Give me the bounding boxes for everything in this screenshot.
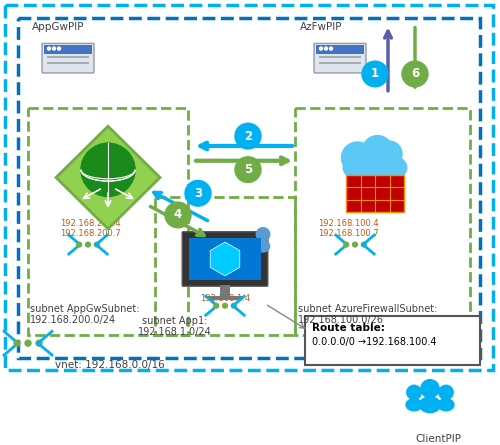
Circle shape [222, 303, 228, 308]
Bar [28, 109, 188, 335]
Circle shape [52, 47, 56, 50]
Bar [346, 175, 404, 212]
Circle shape [185, 181, 211, 206]
Bar [319, 62, 361, 64]
Circle shape [94, 242, 99, 247]
Ellipse shape [406, 399, 422, 411]
Circle shape [438, 385, 453, 400]
Text: AppGwPIP: AppGwPIP [32, 22, 84, 32]
Circle shape [58, 47, 60, 50]
Circle shape [256, 228, 270, 241]
Text: ClientPIP: ClientPIP [415, 434, 461, 444]
Ellipse shape [438, 399, 454, 411]
Circle shape [324, 47, 328, 50]
Circle shape [232, 303, 236, 308]
Circle shape [235, 123, 261, 149]
Ellipse shape [420, 397, 440, 413]
Text: Route table:: Route table: [312, 324, 385, 333]
Bar [316, 45, 364, 54]
Ellipse shape [256, 240, 270, 252]
Bar [189, 239, 261, 279]
Bar [208, 295, 242, 300]
Bar [47, 62, 89, 64]
Text: subnet AzureFirewallSubnet:
192.168.100.0/26: subnet AzureFirewallSubnet: 192.168.100.… [298, 304, 438, 325]
Circle shape [86, 242, 90, 247]
Circle shape [402, 61, 428, 87]
Bar [319, 56, 361, 58]
Circle shape [376, 141, 402, 167]
Text: 192.168.100.4
192.168.100.7: 192.168.100.4 192.168.100.7 [318, 219, 379, 239]
Circle shape [77, 242, 82, 247]
Circle shape [407, 385, 422, 400]
FancyBboxPatch shape [182, 232, 268, 286]
Bar [5, 5, 493, 370]
FancyBboxPatch shape [314, 44, 366, 73]
Text: subnet App1:
192.168.1.0/24: subnet App1: 192.168.1.0/24 [138, 316, 212, 337]
Text: 192.168.1.4: 192.168.1.4 [200, 294, 250, 303]
Text: 1: 1 [371, 68, 379, 81]
Bar [155, 197, 295, 335]
Text: 0.0.0.0/0 →192.168.100.4: 0.0.0.0/0 →192.168.100.4 [312, 337, 436, 347]
Circle shape [48, 47, 50, 50]
Text: 4: 4 [174, 209, 182, 222]
Text: 6: 6 [411, 68, 419, 81]
Circle shape [214, 303, 218, 308]
Text: subnet AppGwSubnet:
192.168.200.0/24: subnet AppGwSubnet: 192.168.200.0/24 [30, 304, 140, 325]
Circle shape [320, 47, 322, 50]
Circle shape [36, 340, 42, 346]
Circle shape [235, 157, 261, 182]
Bar [295, 109, 470, 335]
Circle shape [362, 136, 392, 165]
Circle shape [25, 340, 31, 346]
Text: 3: 3 [194, 187, 202, 200]
Bar [305, 316, 480, 365]
Circle shape [14, 340, 20, 346]
Ellipse shape [342, 150, 407, 185]
Circle shape [342, 142, 374, 174]
Bar [47, 56, 89, 58]
Polygon shape [56, 126, 160, 229]
FancyBboxPatch shape [42, 44, 94, 73]
Circle shape [81, 143, 135, 197]
Bar [220, 285, 230, 296]
Text: 5: 5 [244, 163, 252, 176]
Bar [18, 18, 480, 358]
Bar [44, 45, 92, 54]
Circle shape [421, 380, 439, 398]
Circle shape [352, 242, 358, 247]
Circle shape [165, 202, 191, 228]
Text: 192.168.200.4
192.168.200.7: 192.168.200.4 192.168.200.7 [60, 219, 121, 239]
Circle shape [344, 242, 348, 247]
Circle shape [362, 61, 388, 87]
Circle shape [330, 47, 332, 50]
Text: 2: 2 [244, 129, 252, 142]
Text: vnet: 192.168.0.0/16: vnet: 192.168.0.0/16 [55, 360, 165, 370]
Circle shape [362, 242, 366, 247]
Text: AzFwPIP: AzFwPIP [300, 22, 343, 32]
